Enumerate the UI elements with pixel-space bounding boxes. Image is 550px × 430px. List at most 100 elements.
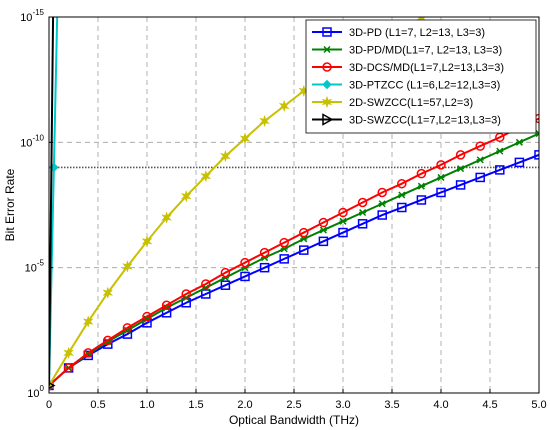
x-tick-label: 0 bbox=[46, 399, 52, 411]
x-tick-labels: 0 0.5 1.0 1.5 2.0 2.5 3.0 3.5 4.0 4.5 5.0 bbox=[46, 389, 547, 411]
data-point bbox=[141, 234, 153, 248]
data-point bbox=[299, 245, 309, 255]
data-point bbox=[239, 132, 251, 145]
legend-label: 2D-SWZCC(L1=57,L2=3) bbox=[349, 97, 473, 109]
data-point bbox=[339, 217, 347, 225]
data-point bbox=[161, 300, 172, 311]
x-tick-label: 0.5 bbox=[90, 399, 105, 411]
data-point bbox=[357, 219, 368, 229]
data-point bbox=[323, 45, 331, 54]
data-point bbox=[201, 289, 211, 299]
data-point bbox=[220, 280, 231, 290]
x-tick-label: 5.0 bbox=[531, 399, 546, 411]
legend-entry: 3D-SWZCC(L1=7,L2=13,L3=3) bbox=[312, 113, 501, 127]
series-line bbox=[49, 17, 55, 386]
data-point bbox=[278, 99, 290, 113]
legend-entry: 2D-SWZCC(L1=57,L2=3) bbox=[312, 95, 473, 109]
data-point bbox=[378, 200, 386, 208]
series-0 bbox=[49, 150, 539, 391]
data-point bbox=[82, 315, 94, 328]
data-point bbox=[457, 165, 465, 173]
data-point bbox=[338, 227, 348, 238]
data-point bbox=[259, 114, 271, 128]
legend: 3D-PD (L1=7, L2=13, L3=3) 3D-PD/MD(L1=7, … bbox=[305, 19, 537, 134]
x-tick-label: 1.5 bbox=[188, 399, 203, 411]
legend-box bbox=[305, 19, 537, 134]
data-point bbox=[103, 335, 113, 346]
x-tick-label: 3.0 bbox=[335, 399, 350, 411]
data-point bbox=[102, 286, 114, 300]
data-point bbox=[220, 267, 231, 278]
data-point bbox=[416, 168, 427, 179]
data-point bbox=[476, 156, 484, 164]
data-point bbox=[142, 311, 152, 322]
data-point bbox=[514, 157, 525, 168]
data-point bbox=[321, 95, 333, 109]
x-tick-label: 4.0 bbox=[433, 399, 448, 411]
legend-label: 3D-SWZCC(L1=7,L2=13,L3=3) bbox=[349, 115, 501, 127]
data-point bbox=[318, 217, 329, 228]
data-point bbox=[240, 257, 250, 268]
data-point bbox=[299, 227, 309, 238]
data-point bbox=[322, 62, 332, 72]
data-point bbox=[377, 187, 387, 198]
y-tick-label: 100 bbox=[27, 384, 44, 400]
data-point bbox=[495, 165, 505, 175]
data-point bbox=[416, 195, 427, 205]
data-point bbox=[338, 207, 348, 218]
data-point bbox=[496, 147, 504, 155]
legend-label: 3D-DCS/MD(L1=7,L2=13,L3=3) bbox=[349, 62, 504, 74]
y-tick-label: 10-5 bbox=[25, 259, 45, 275]
data-point bbox=[436, 160, 446, 170]
data-point bbox=[259, 247, 270, 258]
data-point bbox=[121, 260, 133, 273]
data-point bbox=[377, 210, 387, 220]
data-point bbox=[318, 236, 329, 247]
data-point bbox=[534, 150, 539, 160]
legend-entry: 3D-DCS/MD(L1=7,L2=13,L3=3) bbox=[312, 62, 504, 74]
data-point bbox=[359, 208, 367, 217]
data-point bbox=[475, 172, 485, 183]
data-point bbox=[200, 169, 212, 183]
data-point bbox=[319, 226, 327, 234]
x-tick-label: 4.5 bbox=[482, 399, 497, 411]
data-point bbox=[63, 363, 74, 373]
data-point bbox=[455, 180, 466, 190]
data-point bbox=[219, 149, 231, 163]
data-point bbox=[436, 4, 446, 15]
y-tick-label: 10-15 bbox=[20, 8, 44, 24]
data-point bbox=[535, 130, 539, 138]
y-tick-labels: 100 10-5 10-10 10-15 bbox=[20, 8, 53, 400]
y-axis-label: Bit Error Rate bbox=[3, 168, 17, 241]
legend-entry: 3D-PD (L1=7, L2=13, L3=3) bbox=[312, 27, 485, 39]
x-tick-label: 2.5 bbox=[286, 399, 301, 411]
x-axis-label: Optical Bandwidth (THz) bbox=[229, 413, 359, 427]
x-tick-label: 3.5 bbox=[384, 399, 399, 411]
legend-entry: 3D-PTZCC (L1=6,L2=12,L3=3) bbox=[312, 80, 500, 92]
data-point bbox=[322, 113, 334, 126]
data-point bbox=[63, 346, 75, 360]
data-point bbox=[279, 237, 289, 248]
legend-label: 3D-PD/MD(L1=7, L2=13, L3=3) bbox=[349, 45, 502, 57]
data-point bbox=[397, 178, 407, 189]
y-tick-label: 10-10 bbox=[20, 133, 44, 149]
data-point bbox=[437, 173, 445, 181]
data-point bbox=[357, 197, 368, 208]
data-point bbox=[259, 262, 270, 273]
data-point bbox=[397, 202, 407, 213]
x-tick-label: 2.0 bbox=[237, 399, 252, 411]
data-point bbox=[201, 279, 211, 289]
data-point bbox=[161, 211, 173, 224]
data-point bbox=[455, 150, 466, 160]
data-point bbox=[240, 271, 250, 282]
data-point bbox=[181, 289, 191, 299]
data-point bbox=[322, 27, 332, 37]
data-point bbox=[180, 189, 192, 203]
data-point bbox=[279, 254, 289, 264]
data-point bbox=[83, 348, 93, 358]
legend-label: 3D-PTZCC (L1=6,L2=12,L3=3) bbox=[349, 80, 500, 92]
x-tick-label: 1.0 bbox=[139, 399, 154, 411]
data-point bbox=[398, 191, 406, 199]
legend-entry: 3D-PD/MD(L1=7, L2=13, L3=3) bbox=[312, 45, 502, 57]
